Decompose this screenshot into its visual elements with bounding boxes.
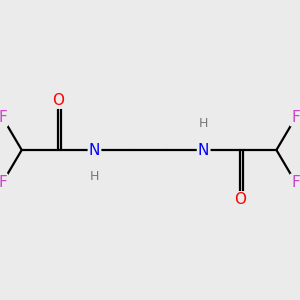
Text: O: O xyxy=(52,93,64,108)
Text: H: H xyxy=(199,117,208,130)
Text: H: H xyxy=(90,170,99,183)
Text: F: F xyxy=(0,110,7,125)
Text: N: N xyxy=(198,142,209,158)
Text: O: O xyxy=(234,192,246,207)
Text: N: N xyxy=(89,142,100,158)
Text: F: F xyxy=(291,175,300,190)
Text: F: F xyxy=(291,110,300,125)
Text: F: F xyxy=(0,175,7,190)
